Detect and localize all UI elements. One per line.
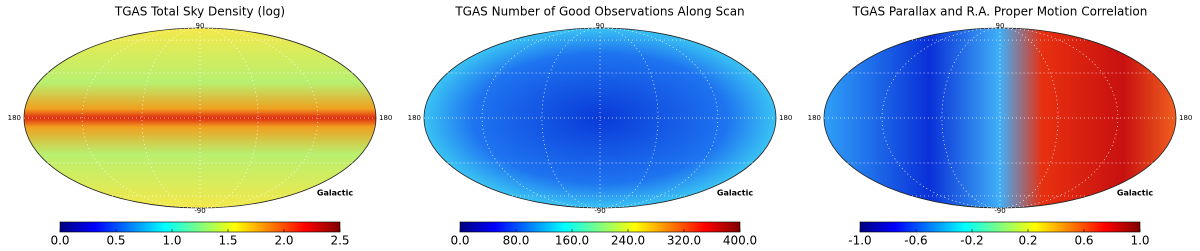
colorbar-tick-label: 0.0 — [50, 234, 69, 248]
panel-title: TGAS Parallax and R.A. Proper Motion Cor… — [852, 5, 1148, 19]
colorbar-tick-label: 0.6 — [1074, 234, 1093, 248]
frame-label: Galactic — [1117, 189, 1153, 198]
lon-label: 180 — [1179, 114, 1192, 122]
colorbar-tick-label: 400.0 — [723, 234, 757, 248]
colorbar — [859, 221, 1141, 233]
colorbar-tick-label: 1.5 — [218, 234, 237, 248]
colorbar — [459, 221, 741, 233]
panel: TGAS Total Sky Density (log) 90 -90 180 180 G… — [8, 5, 393, 248]
panel: TGAS Number of Good Observations Along S… — [408, 5, 793, 248]
lon-label: 180 — [379, 114, 392, 122]
colorbar-tick-label: 0.2 — [1018, 234, 1037, 248]
colorbar-tick-label: 160.0 — [555, 234, 589, 248]
graticule — [481, 27, 719, 209]
graticule — [81, 27, 319, 209]
graticule — [881, 27, 1119, 209]
frame-label: Galactic — [317, 189, 353, 198]
colorbar-tick-label: 80.0 — [503, 234, 530, 248]
colorbar-tick-label: 2.0 — [274, 234, 293, 248]
lat-label: 90 — [996, 22, 1005, 30]
lat-label: 90 — [596, 22, 605, 30]
colorbar — [59, 221, 341, 233]
lon-label: 180 — [779, 114, 792, 122]
lon-label: 180 — [8, 114, 21, 122]
colorbar-tick-label: 0.0 — [450, 234, 469, 248]
lat-label: -90 — [194, 207, 205, 215]
colorbar-tick-label: 320.0 — [667, 234, 701, 248]
colorbar-tick-label: -0.6 — [904, 234, 927, 248]
colorbar-tick-label: 240.0 — [611, 234, 645, 248]
colorbar-tick-label: -1.0 — [848, 234, 871, 248]
panel-title: TGAS Number of Good Observations Along S… — [454, 5, 744, 19]
colorbar-tick-label: -0.2 — [960, 234, 983, 248]
panel-title: TGAS Total Sky Density (log) — [114, 5, 285, 19]
panel: TGAS Parallax and R.A. Proper Motion Cor… — [808, 5, 1193, 248]
colorbar-tick-label: 2.5 — [330, 234, 349, 248]
lat-label: -90 — [594, 207, 605, 215]
lon-label: 180 — [808, 114, 821, 122]
lon-label: 180 — [408, 114, 421, 122]
frame-label: Galactic — [717, 189, 753, 198]
lat-label: -90 — [994, 207, 1005, 215]
colorbar-tick-label: 0.5 — [106, 234, 125, 248]
colorbar-tick-label: 1.0 — [162, 234, 181, 248]
lat-label: 90 — [196, 22, 205, 30]
colorbar-tick-label: 1.0 — [1130, 234, 1149, 248]
